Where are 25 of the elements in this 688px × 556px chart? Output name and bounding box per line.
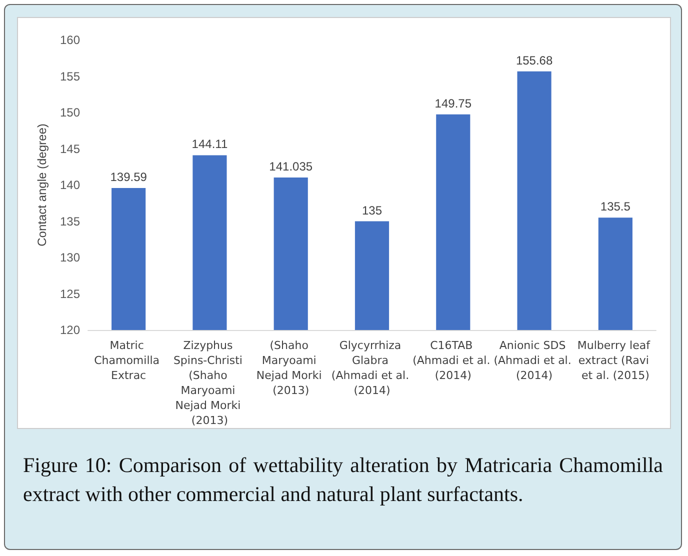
y-tick-label: 145 (60, 142, 80, 156)
y-tick-label: 135 (60, 214, 80, 228)
x-tick-label: Anionic SDS (Ahmadi et al. (2014) (494, 339, 575, 382)
y-tick-label: 120 (60, 323, 80, 337)
x-tick-label: C16TAB (Ahmadi et al. (2014) (412, 339, 494, 382)
y-tick-label: 155 (60, 69, 80, 84)
y-tick-label: 130 (60, 250, 80, 264)
data-label: 135 (362, 203, 382, 218)
data-label: 141.035 (269, 159, 313, 174)
x-tick-label: Glycyrrhiza Glabra (Ahmadi et al. (2014) (331, 339, 413, 397)
y-tick-label: 125 (60, 286, 80, 301)
x-tick-label: Zizyphus Spins-Christi (Shaho Maryoami Nejad Morki (2013) (173, 339, 246, 427)
data-label: 149.75 (434, 96, 472, 110)
y-tick-label: 150 (60, 106, 80, 120)
data-label: 144.11 (192, 137, 228, 152)
data-label: 139.59 (110, 170, 148, 184)
data-label: 155.68 (516, 53, 553, 68)
x-tick-label: Mulberry leaf extract (Ravi et al. (2015) (577, 339, 654, 382)
y-tick-label: 160 (60, 33, 80, 47)
data-label: 135.5 (600, 200, 631, 214)
x-tick-label: Matric Chamomilla Extrac (94, 339, 164, 382)
x-tick-label: (Shaho Maryoami Nejad Morki (2013) (256, 339, 326, 397)
y-tick-label: 140 (60, 178, 80, 192)
y-axis-title: Contact angle (degree) (35, 124, 49, 246)
caption: Figure 10: Comparison of wettability alteration by Matricaria Chamomilla extract with other commercial and natural plant surfactants. (23, 452, 663, 508)
